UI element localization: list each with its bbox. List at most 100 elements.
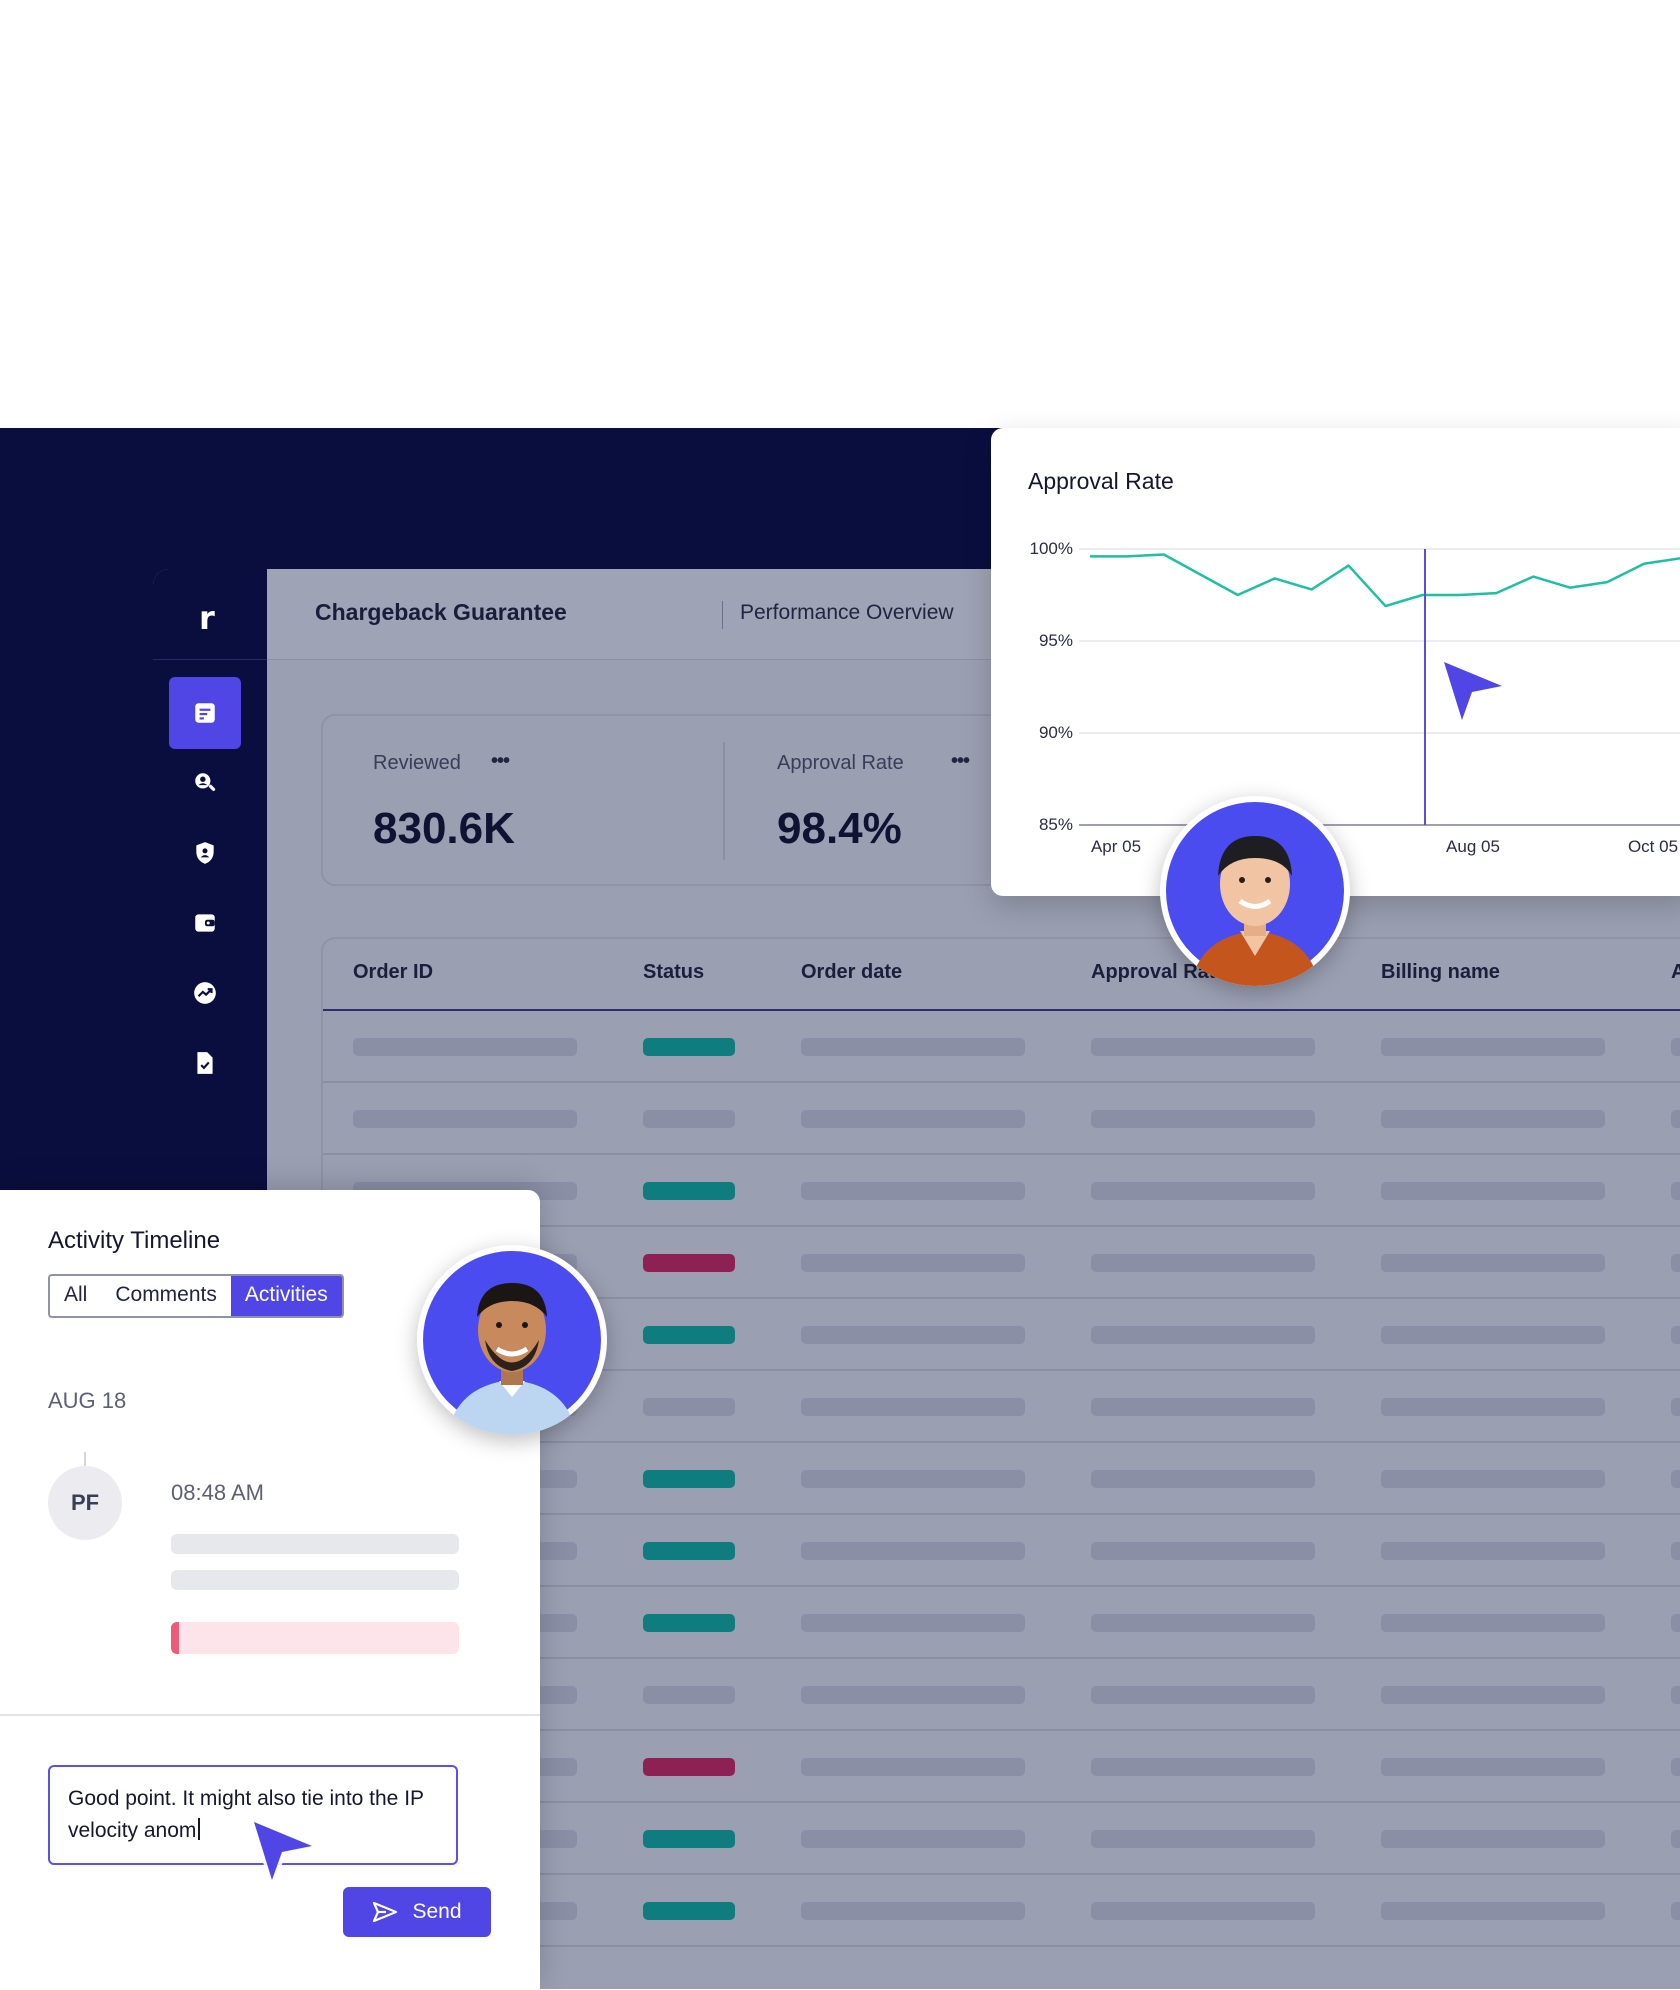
- cell-placeholder: [801, 1686, 1025, 1704]
- cell-placeholder: [801, 1398, 1025, 1416]
- table-row[interactable]: [323, 1011, 1680, 1083]
- cell-placeholder: [801, 1758, 1025, 1776]
- cell-placeholder: [1381, 1902, 1605, 1920]
- sidebar-item-documents[interactable]: [169, 1027, 241, 1099]
- column-header-order-id[interactable]: Order ID: [353, 961, 434, 983]
- comment-input[interactable]: Good point. It might also tie into the I…: [48, 1765, 458, 1865]
- cell-placeholder: [1381, 1182, 1605, 1200]
- y-tick-label: 90%: [1039, 723, 1073, 742]
- activity-placeholder-line: [171, 1570, 459, 1590]
- alert-edge: [171, 1622, 179, 1654]
- page-subtitle: Performance Overview: [740, 601, 954, 624]
- page-title: Chargeback Guarantee: [315, 599, 567, 625]
- user-search-icon: [195, 773, 216, 792]
- cell-placeholder: [1381, 1470, 1605, 1488]
- send-button-label: Send: [412, 1900, 462, 1923]
- report-icon: [195, 703, 215, 723]
- cell-placeholder: [1671, 1326, 1680, 1344]
- document-check-icon: [197, 1052, 213, 1074]
- cell-placeholder: [1091, 1110, 1315, 1128]
- column-header-status[interactable]: Status: [643, 961, 705, 983]
- status-pill: [643, 1398, 735, 1416]
- cell-placeholder: [1091, 1542, 1315, 1560]
- approval-rate-chart[interactable]: 100% 95% 90% 85% Apr 05 Aug 05 Oct 05: [991, 428, 1680, 896]
- cell-placeholder: [801, 1470, 1025, 1488]
- send-button[interactable]: Send: [343, 1887, 491, 1937]
- activity-alert-placeholder: [171, 1622, 459, 1654]
- cell-placeholder: [1671, 1542, 1680, 1560]
- column-header-approval-rate[interactable]: Approval Rate: [1091, 961, 1227, 983]
- x-tick-label: Oct 05: [1628, 837, 1678, 856]
- table-row[interactable]: [323, 1515, 1680, 1587]
- sidebar-item-user-search[interactable]: [169, 747, 241, 819]
- kpi-panel: Reviewed ••• 830.6K Approval Rate ••• 98…: [321, 714, 1225, 886]
- orders-table: Order ID Status Order date Approval Rate…: [321, 937, 1680, 1947]
- cell-placeholder: [1091, 1686, 1315, 1704]
- kpi-reviewed-value: 830.6K: [373, 804, 515, 853]
- y-tick-label: 95%: [1039, 631, 1073, 650]
- sidebar-item-reports[interactable]: [169, 677, 241, 749]
- cell-placeholder: [801, 1902, 1025, 1920]
- status-pill: [643, 1110, 735, 1128]
- cell-placeholder: [1381, 1830, 1605, 1848]
- sidebar-item-security[interactable]: [169, 817, 241, 889]
- user-initials-avatar: PF: [48, 1466, 122, 1540]
- table-header: Order ID Status Order date Approval Rate…: [323, 939, 1680, 1011]
- cell-placeholder: [1671, 1182, 1680, 1200]
- cell-placeholder: [801, 1038, 1025, 1056]
- cell-placeholder: [353, 1038, 577, 1056]
- x-tick-label: Apr 05: [1091, 837, 1141, 856]
- column-header-more[interactable]: A: [1671, 961, 1680, 983]
- status-pill: [643, 1902, 735, 1920]
- tab-all[interactable]: All: [64, 1283, 88, 1306]
- status-pill: [643, 1614, 735, 1632]
- sidebar-item-wallet[interactable]: [169, 887, 241, 959]
- sidebar-item-analytics[interactable]: [169, 957, 241, 1029]
- kpi-reviewed-label: Reviewed: [373, 752, 461, 774]
- trend-icon: [194, 982, 216, 1004]
- status-pill: [643, 1758, 735, 1776]
- cell-placeholder: [801, 1254, 1025, 1272]
- cell-placeholder: [1381, 1326, 1605, 1344]
- activity-placeholder-line: [171, 1534, 459, 1554]
- pointer-cursor-icon: [248, 1816, 322, 1890]
- cell-placeholder: [1381, 1254, 1605, 1272]
- cell-placeholder: [353, 1110, 577, 1128]
- timeline-date: AUG 18: [48, 1388, 127, 1413]
- collaborator-avatar-man: [417, 1245, 607, 1435]
- table-body: [323, 1011, 1680, 1947]
- status-pill: [643, 1038, 735, 1056]
- cell-placeholder: [1381, 1110, 1605, 1128]
- kpi-reviewed-menu-button[interactable]: •••: [491, 750, 510, 772]
- cell-placeholder: [1091, 1758, 1315, 1776]
- text-caret: [198, 1818, 201, 1840]
- cell-placeholder: [801, 1110, 1025, 1128]
- cell-placeholder: [1091, 1902, 1315, 1920]
- logo-mark: r: [199, 599, 215, 637]
- cell-placeholder: [1381, 1038, 1605, 1056]
- tab-activities[interactable]: Activities: [230, 1276, 342, 1316]
- column-header-billing-name[interactable]: Billing name: [1381, 961, 1500, 983]
- cell-placeholder: [1091, 1326, 1315, 1344]
- cell-placeholder: [1091, 1398, 1315, 1416]
- cell-placeholder: [1381, 1542, 1605, 1560]
- y-tick-label: 100%: [1030, 539, 1073, 558]
- column-header-order-date[interactable]: Order date: [801, 961, 903, 983]
- timeline-connector: [84, 1452, 86, 1466]
- table-row[interactable]: [323, 1083, 1680, 1155]
- cell-placeholder: [1091, 1038, 1315, 1056]
- activity-timeline-title: Activity Timeline: [48, 1227, 221, 1254]
- series-line: [1090, 553, 1680, 608]
- cell-placeholder: [801, 1614, 1025, 1632]
- kpi-approval-menu-button[interactable]: •••: [951, 750, 970, 772]
- cell-placeholder: [1671, 1110, 1680, 1128]
- status-pill: [643, 1542, 735, 1560]
- cell-placeholder: [1671, 1830, 1680, 1848]
- timeline-time: 08:48 AM: [171, 1480, 264, 1505]
- activity-filter-tabs: All Comments Activities: [48, 1274, 344, 1318]
- tab-comments[interactable]: Comments: [115, 1283, 217, 1306]
- cell-placeholder: [1381, 1398, 1605, 1416]
- app-logo: r: [153, 569, 267, 660]
- cell-placeholder: [1671, 1902, 1680, 1920]
- cell-placeholder: [801, 1182, 1025, 1200]
